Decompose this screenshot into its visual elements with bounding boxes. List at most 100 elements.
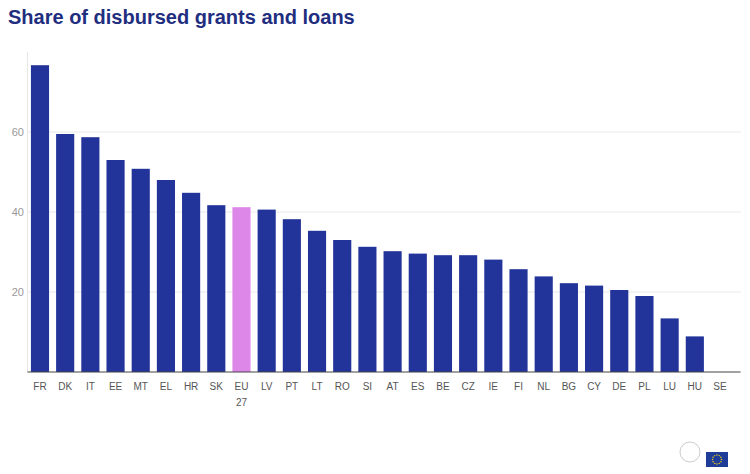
x-tick-label: AT	[387, 381, 399, 392]
bar	[509, 269, 527, 372]
x-tick-label: FI	[514, 381, 523, 392]
logo-star	[719, 455, 720, 456]
x-tick-label: SE	[713, 381, 727, 392]
bar	[283, 219, 301, 372]
x-tick-label: HR	[184, 381, 198, 392]
x-tick-label: HU	[688, 381, 702, 392]
x-tick-label: CY	[587, 381, 601, 392]
x-tick-label-part: AT	[387, 381, 399, 392]
x-tick-label: LU	[663, 381, 676, 392]
logo-star	[714, 463, 715, 464]
title: Share of disbursed grants and loans	[8, 6, 355, 28]
grid-line	[27, 132, 740, 133]
baseline	[27, 372, 740, 373]
x-tick-label-part: FR	[33, 381, 46, 392]
bars	[31, 65, 704, 372]
chart: Share of disbursed grants and loans 20 40 6…	[0, 0, 750, 474]
bar	[358, 247, 376, 372]
x-tick-label-part: EU	[235, 381, 249, 392]
x-tick-label: LV	[261, 381, 273, 392]
x-tick-label: RO	[335, 381, 350, 392]
bar	[333, 240, 351, 372]
logo-star	[714, 455, 715, 456]
bar	[31, 65, 49, 372]
x-tick-label: SI	[363, 381, 372, 392]
logo-star	[721, 459, 722, 460]
x-tick-label: MT	[134, 381, 148, 392]
logo-star	[712, 461, 713, 462]
bar	[610, 290, 628, 372]
x-tick-label-part: BE	[436, 381, 450, 392]
bar	[434, 255, 452, 372]
x-tick-label: EE	[109, 381, 123, 392]
x-tick-label-part: PL	[638, 381, 651, 392]
x-tick-label-part: SE	[713, 381, 727, 392]
bar	[484, 260, 502, 372]
x-tick-label: PL	[638, 381, 651, 392]
x-tick-label: DK	[58, 381, 72, 392]
x-tick-label: DE	[612, 381, 626, 392]
x-tick-label: IE	[489, 381, 499, 392]
logo-star	[712, 457, 713, 458]
x-tick-label: BE	[436, 381, 450, 392]
x-tick-label-part: IT	[86, 381, 95, 392]
bar	[686, 336, 704, 372]
x-tick-label: NL	[537, 381, 550, 392]
x-tick-label-part: DK	[58, 381, 72, 392]
bar	[232, 207, 250, 372]
bar	[56, 134, 74, 372]
x-tick-label: SK	[210, 381, 224, 392]
x-tick-label-part: EL	[160, 381, 173, 392]
logo	[680, 442, 728, 467]
x-tick-label: ES	[411, 381, 425, 392]
x-tick-label-part: MT	[134, 381, 148, 392]
y-tick-label: 60	[12, 126, 24, 138]
bar	[258, 210, 276, 372]
x-tick-label: EU 27	[235, 381, 249, 408]
x-tick-label: PT	[285, 381, 298, 392]
x-tick-label-part: ES	[411, 381, 425, 392]
bar	[635, 296, 653, 372]
bar	[81, 137, 99, 372]
y-tick-label: 40	[12, 206, 24, 218]
x-tick-label: BG	[562, 381, 577, 392]
x-tick-label-part: FI	[514, 381, 523, 392]
x-tick-label-part: HR	[184, 381, 198, 392]
x-tick-label: LT	[312, 381, 323, 392]
bar	[585, 286, 603, 372]
bar	[157, 180, 175, 372]
x-tick-label: FR	[33, 381, 46, 392]
y-tick-label: 20	[12, 286, 24, 298]
x-tick-label-part: HU	[688, 381, 702, 392]
bar	[409, 254, 427, 372]
x-tick-label-part: DE	[612, 381, 626, 392]
x-tick-label: CZ	[461, 381, 474, 392]
x-tick-label-part: LU	[663, 381, 676, 392]
x-tick-label-part: EE	[109, 381, 123, 392]
bar	[132, 169, 150, 372]
logo-star	[719, 463, 720, 464]
bar	[182, 193, 200, 372]
x-tick-label-part: PT	[285, 381, 298, 392]
bar	[535, 276, 553, 372]
logo-star	[720, 457, 721, 458]
x-tick-label-part: SK	[210, 381, 224, 392]
logo-flag	[706, 452, 728, 467]
logo-star	[720, 461, 721, 462]
logo-star	[712, 459, 713, 460]
x-tick-label-part: CY	[587, 381, 601, 392]
x-tick-label-part: SI	[363, 381, 372, 392]
x-tick-label-part: CZ	[461, 381, 474, 392]
x-tick-label-part: LT	[312, 381, 323, 392]
x-tick-label-part: BG	[562, 381, 577, 392]
x-tick-label: IT	[86, 381, 95, 392]
x-tick-label-part: 27	[236, 397, 248, 408]
logo-star	[716, 463, 717, 464]
bar	[560, 283, 578, 372]
logo-seal	[680, 442, 700, 462]
x-tick-label-part: IE	[489, 381, 499, 392]
bar	[459, 255, 477, 372]
bar	[308, 231, 326, 372]
bar	[661, 318, 679, 372]
x-tick-label-part: RO	[335, 381, 350, 392]
